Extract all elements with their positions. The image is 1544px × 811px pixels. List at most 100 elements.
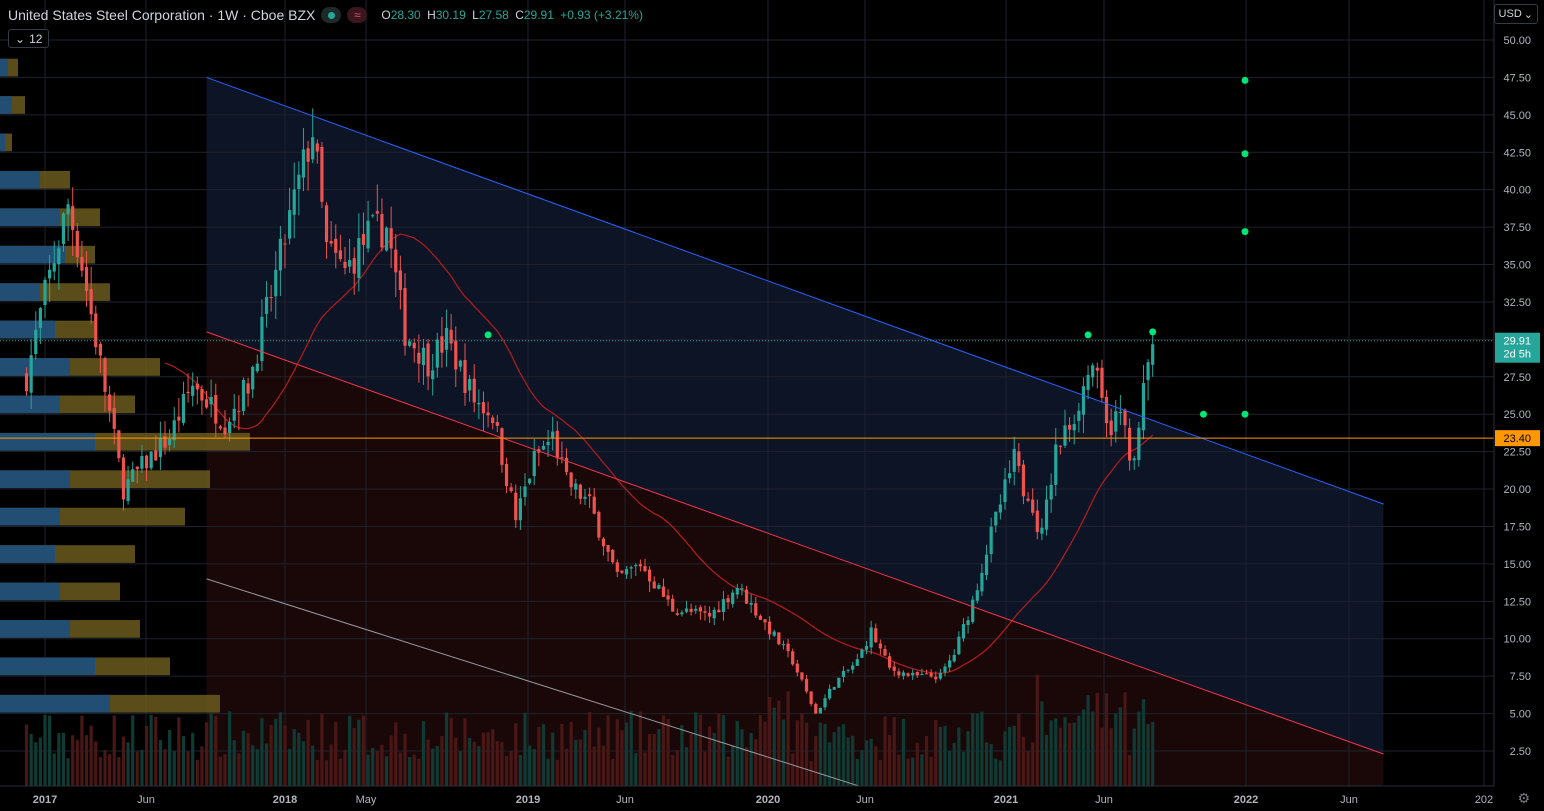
candle-body <box>528 478 532 484</box>
green-marker <box>1241 150 1249 158</box>
volume-bar <box>403 733 407 786</box>
volume-bar <box>315 759 319 786</box>
volume-bar <box>1031 742 1035 786</box>
candle-body <box>361 234 366 245</box>
volume-bar <box>804 722 809 786</box>
volume-bar <box>1109 728 1113 786</box>
candle-body <box>117 430 121 459</box>
candle-body <box>223 427 227 435</box>
candle-body <box>717 609 721 613</box>
candle-body <box>851 665 855 670</box>
candle-body <box>84 267 89 291</box>
volume-bar <box>943 725 947 786</box>
candle-body <box>1044 499 1049 530</box>
volume-bar <box>606 715 610 786</box>
candle-body <box>52 263 56 272</box>
candle-body <box>735 587 739 595</box>
volume-bar <box>278 712 282 786</box>
currency-select[interactable]: USD ⌄ <box>1493 4 1538 24</box>
candle-body <box>191 385 195 396</box>
volume-bar <box>1072 722 1076 786</box>
volume-bar <box>84 735 89 786</box>
volume-bar <box>984 742 989 786</box>
time-tick-label: Jun <box>856 794 874 806</box>
wave-icon[interactable]: ≈ <box>347 7 368 23</box>
candle-body <box>301 149 306 178</box>
candle-body <box>486 412 490 416</box>
candle-body <box>338 250 342 259</box>
volume-bar <box>177 717 181 786</box>
volume-bar <box>421 721 426 786</box>
volume-bar <box>417 758 421 786</box>
candle-body <box>551 431 555 439</box>
volume-bar <box>818 722 822 786</box>
volume-bar <box>717 713 721 786</box>
candle-body <box>431 370 435 380</box>
candle-body <box>260 316 264 362</box>
time-tick-label: 2017 <box>33 794 57 806</box>
volume-bar <box>34 742 38 786</box>
candle-body <box>989 526 993 554</box>
volume-bar <box>121 736 126 786</box>
volume-bar <box>1054 718 1058 786</box>
volume-bar <box>828 742 832 786</box>
indicator-collapse-button[interactable]: ⌄ 12 <box>8 29 50 48</box>
candle-body <box>1151 344 1155 365</box>
volume-bar <box>361 715 366 786</box>
volume-bar <box>274 718 278 786</box>
candle-body <box>1077 410 1081 421</box>
volume-bar <box>855 758 859 786</box>
candle-body <box>911 672 915 676</box>
candle-body <box>564 457 569 473</box>
candle-body <box>777 632 781 645</box>
candle-body <box>1146 362 1150 381</box>
time-tick-label: Jun <box>616 794 634 806</box>
candle-body <box>491 417 495 424</box>
volume-bar <box>892 717 896 786</box>
candle-body <box>334 238 338 253</box>
volume-bar <box>486 732 490 786</box>
volume-bar <box>440 736 444 786</box>
volume-bar <box>846 737 850 786</box>
gear-icon[interactable]: ⚙ <box>1517 790 1530 806</box>
candle-body <box>1008 473 1012 479</box>
volume-bar <box>643 752 647 786</box>
status-dot-icon[interactable] <box>321 7 342 23</box>
volume-bar <box>214 716 218 786</box>
candle-body <box>1058 445 1062 447</box>
candle-body <box>403 288 407 346</box>
volume-bar <box>1091 711 1095 786</box>
volume-profile-bar <box>0 245 65 264</box>
volume-bar <box>80 715 84 786</box>
trend-lines <box>206 76 1384 786</box>
level-price-label: 23.40 <box>1503 433 1531 445</box>
volume-bar <box>491 729 495 786</box>
candle-body <box>592 496 596 514</box>
volume-bar <box>860 750 864 786</box>
volume-profile-bar <box>0 620 70 638</box>
volume-bar <box>66 758 70 786</box>
price-tick-label: 32.50 <box>1503 297 1531 309</box>
candle-body <box>952 654 956 662</box>
volume-bar <box>444 712 449 786</box>
volume-bar <box>1114 713 1118 786</box>
volume-bar <box>924 735 929 786</box>
candle-body <box>131 469 135 482</box>
candle-body <box>588 494 592 497</box>
volume-bar <box>454 737 458 786</box>
volume-bar <box>689 733 693 786</box>
volume-bar <box>869 738 873 786</box>
symbol-title[interactable]: United States Steel Corporation · 1W · C… <box>8 7 316 23</box>
volume-bar <box>786 691 790 786</box>
volume-bar <box>1063 717 1067 786</box>
volume-bar <box>1146 724 1150 786</box>
volume-bar <box>957 727 961 786</box>
candle-body <box>135 466 139 470</box>
candle-body <box>998 504 1002 513</box>
candle-body <box>357 238 361 278</box>
candle-body <box>154 450 158 461</box>
candle-body <box>269 297 273 299</box>
candle-body <box>892 666 896 671</box>
